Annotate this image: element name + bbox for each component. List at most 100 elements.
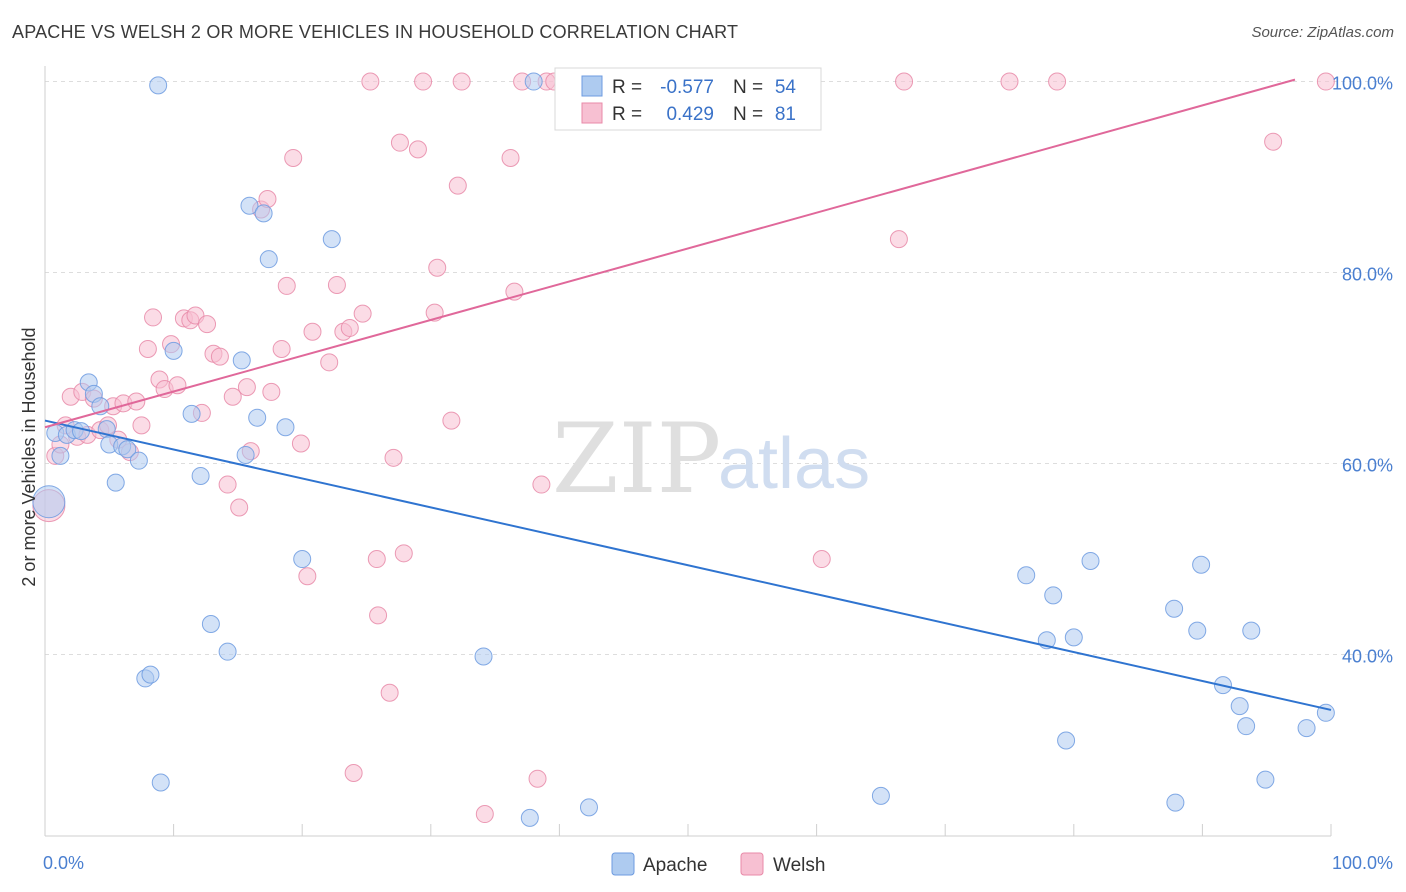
welsh-point-40 — [284, 148, 303, 167]
stats-legend-welsh-r-label: R = — [612, 104, 642, 125]
welsh-point-76 — [889, 230, 908, 249]
apache-point-14 — [129, 451, 148, 470]
apache-point-18 — [149, 76, 168, 95]
welsh-point-43 — [303, 322, 322, 341]
welsh-point-45 — [327, 275, 346, 294]
source-label: Source: ZipAtlas.com — [1251, 24, 1394, 41]
welsh-point-69 — [532, 475, 551, 494]
apache-point-2 — [51, 446, 70, 465]
series-legend: Apache Welsh — [611, 852, 825, 876]
welsh-point-56 — [394, 544, 413, 563]
legend-welsh-swatch — [740, 852, 764, 876]
axes — [44, 66, 1332, 837]
welsh-point-47 — [340, 318, 359, 337]
x-tick-label-1: 100.0% — [1332, 853, 1393, 873]
welsh-point-55 — [390, 133, 409, 152]
welsh-trend-line — [44, 78, 1296, 429]
apache-point-41 — [1057, 731, 1076, 750]
welsh-point-48 — [344, 763, 363, 782]
apache-point-17 — [151, 773, 170, 792]
apache-point-46 — [1188, 621, 1207, 640]
welsh-point-18 — [144, 308, 163, 327]
apache-point-30 — [276, 418, 295, 437]
apache-point-25 — [236, 445, 255, 464]
apache-point-31 — [293, 550, 312, 569]
y-axis-title: 2 or more Vehicles in Household — [19, 327, 39, 586]
apache-point-20 — [182, 404, 201, 423]
apache-point-51 — [1242, 621, 1261, 640]
stats-legend-welsh-r-value: 0.429 — [666, 104, 714, 125]
stats-legend-apache-n-value: 54 — [775, 77, 797, 98]
y-tick-label-0: 40.0% — [1342, 647, 1393, 667]
welsh-point-16 — [132, 416, 151, 435]
apache-point-40 — [1044, 586, 1063, 605]
welsh-point-30 — [218, 475, 237, 494]
welsh-point-58 — [414, 72, 433, 91]
legend-apache-swatch — [611, 852, 635, 876]
welsh-point-37 — [262, 382, 281, 401]
apache-point-50 — [1237, 717, 1256, 736]
welsh-point-63 — [452, 72, 471, 91]
welsh-point-80 — [1264, 132, 1283, 151]
apache-point-21 — [191, 466, 210, 485]
watermark-zip: ZIP — [552, 403, 721, 515]
welsh-point-27 — [198, 315, 217, 334]
y-tick-label-3: 100.0% — [1332, 74, 1393, 94]
welsh-point-57 — [408, 140, 427, 159]
welsh-point-41 — [291, 434, 310, 453]
welsh-point-42 — [298, 567, 317, 586]
apache-point-23 — [218, 642, 237, 661]
series-apache-points — [32, 72, 1335, 827]
stats-legend-apache-r-value: -0.577 — [660, 77, 714, 98]
apache-point-43 — [1081, 551, 1100, 570]
welsh-point-60 — [428, 258, 447, 277]
apache-point-24 — [232, 351, 251, 370]
apache-point-26 — [240, 196, 259, 215]
apache-point-38 — [1017, 566, 1036, 585]
apache-point-37 — [871, 786, 890, 805]
welsh-point-65 — [501, 148, 520, 167]
apache-point-35 — [524, 72, 543, 91]
welsh-point-75 — [812, 550, 831, 569]
legend-apache-label: Apache — [643, 855, 707, 876]
welsh-point-78 — [1000, 72, 1019, 91]
welsh-point-64 — [475, 805, 494, 824]
welsh-point-81 — [1316, 72, 1335, 91]
stats-legend-welsh-swatch — [581, 102, 603, 124]
apache-point-49 — [1230, 697, 1249, 716]
welsh-point-44 — [320, 353, 339, 372]
apache-point-11 — [106, 473, 125, 492]
y-tick-labels: 40.0% 60.0% 80.0% 100.0% — [1332, 74, 1393, 667]
apache-point-27 — [248, 408, 267, 427]
x-tick-label-0: 0.0% — [43, 853, 84, 873]
x-tick-labels: 0.0% 100.0% — [43, 853, 1393, 873]
apache-point-44 — [1165, 599, 1184, 618]
apache-point-16 — [141, 665, 160, 684]
legend-welsh-label: Welsh — [773, 855, 825, 876]
apache-point-52 — [1256, 770, 1275, 789]
chart-title: APACHE VS WELSH 2 OR MORE VEHICLES IN HO… — [12, 22, 739, 42]
data-points — [32, 72, 1335, 827]
welsh-point-29 — [210, 347, 229, 366]
welsh-point-33 — [237, 378, 256, 397]
stats-legend: R = -0.577 N = 54 R = 0.429 N = 81 — [554, 67, 822, 131]
welsh-point-50 — [361, 72, 380, 91]
apache-point-36 — [579, 798, 598, 817]
watermark: ZIP atlas — [552, 403, 870, 515]
welsh-point-51 — [367, 550, 386, 569]
apache-point-0 — [32, 485, 66, 519]
welsh-point-79 — [1048, 72, 1067, 91]
welsh-point-32 — [230, 498, 249, 517]
welsh-point-77 — [895, 72, 914, 91]
welsh-point-62 — [448, 176, 467, 195]
apache-point-28 — [254, 204, 273, 223]
apache-point-45 — [1166, 793, 1185, 812]
stats-legend-welsh-n-value: 81 — [775, 104, 796, 125]
trend-lines — [44, 78, 1332, 711]
apache-point-33 — [474, 647, 493, 666]
welsh-point-17 — [138, 339, 157, 358]
grid-lines — [45, 81, 1391, 656]
stats-legend-welsh-n-label: N = — [733, 104, 763, 125]
welsh-point-38 — [272, 339, 291, 358]
